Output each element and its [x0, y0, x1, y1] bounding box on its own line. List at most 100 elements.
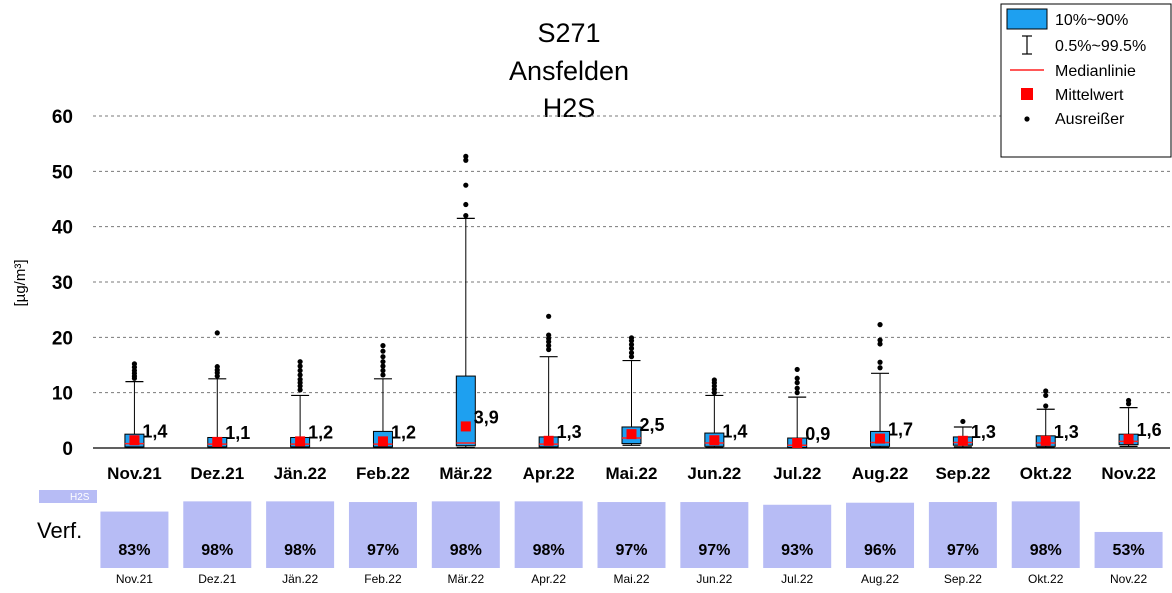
- mean-marker: [792, 438, 803, 449]
- availability-bar: [928, 502, 997, 568]
- title-line-2: Ansfelden: [509, 56, 629, 86]
- outlier-point: [380, 363, 386, 369]
- availability-category: Mär.22: [447, 572, 484, 586]
- outlier-point: [297, 372, 303, 378]
- box-group: 1,3: [538, 313, 582, 449]
- y-tick-label: 60: [52, 107, 73, 128]
- outlier-point: [877, 337, 883, 343]
- outlier-point: [463, 213, 469, 219]
- outlier-point: [794, 385, 800, 391]
- legend: 10%~90% 0.5%~99.5% Medianlinie Mittelwer…: [1000, 3, 1172, 158]
- availability-value: 97%: [947, 542, 979, 559]
- chart-title: S271 Ansfelden H2S: [509, 18, 629, 123]
- availability-value: 98%: [533, 542, 565, 559]
- outlier-point: [877, 365, 883, 371]
- legend-entry-median: Medianlinie: [1055, 63, 1136, 80]
- availability-category: Aug.22: [861, 572, 899, 586]
- outlier-point: [1043, 388, 1049, 394]
- x-tick-label: Dez.21: [190, 464, 244, 483]
- mean-label: 1,1: [225, 423, 250, 443]
- availability-bar: [514, 501, 583, 568]
- title-line-3: H2S: [543, 93, 596, 123]
- availability-value: 98%: [1030, 542, 1062, 559]
- outlier-point: [380, 367, 386, 374]
- outlier-point: [546, 343, 552, 349]
- box-group: 1,1: [207, 330, 250, 449]
- mean-label: 1,3: [971, 422, 996, 442]
- box-group: 1,4: [704, 377, 747, 449]
- outlier-point: [877, 341, 883, 347]
- x-tick-label: Sep.22: [935, 464, 990, 483]
- availability-value: 97%: [367, 542, 399, 559]
- box-group: 0,9: [787, 366, 830, 449]
- x-tick-label: Okt.22: [1020, 464, 1072, 483]
- x-tick-label: Apr.22: [523, 464, 575, 483]
- x-tick-label: Nov.21: [107, 464, 162, 483]
- availability-value: 98%: [201, 542, 233, 559]
- gridlines: [93, 115, 1170, 449]
- legend-entry-mean: Mittelwert: [1055, 87, 1124, 104]
- legend-outlier-swatch: [1024, 116, 1030, 122]
- legend-entry-whisker: 0.5%~99.5%: [1055, 38, 1146, 55]
- outlier-point: [297, 359, 303, 365]
- outlier-point: [297, 363, 303, 369]
- mean-label: 1,7: [888, 420, 913, 440]
- outlier-point: [297, 367, 303, 374]
- mean-label: 1,3: [557, 422, 582, 442]
- outlier-point: [1043, 403, 1049, 409]
- x-tick-label: Jul.22: [773, 464, 821, 483]
- legend-entry-box: 10%~90%: [1055, 12, 1128, 29]
- availability-category: Feb.22: [364, 572, 402, 586]
- availability-legend-swatch: [39, 490, 97, 503]
- outlier-point: [1125, 397, 1132, 404]
- availability-panel: H2S Verf. 83% Nov.21 98% Dez.21 98% Jän.22 97%…: [37, 490, 1163, 586]
- availability-value: 98%: [284, 542, 316, 559]
- y-tick-label: 20: [52, 328, 73, 349]
- y-tick-label: 50: [52, 162, 73, 183]
- outlier-point: [380, 372, 386, 378]
- outlier-point: [628, 345, 635, 351]
- mean-marker: [460, 421, 471, 432]
- outlier-point: [380, 348, 386, 354]
- legend-entry-outlier: Ausreißer: [1055, 111, 1125, 128]
- outlier-point: [463, 157, 469, 163]
- box-group: 1,7: [870, 322, 913, 449]
- outlier-point: [214, 364, 220, 370]
- x-tick-labels: Nov.21 Dez.21 Jän.22 Feb.22 Mär.22 Apr.22 Mai.…: [107, 464, 1156, 483]
- availability-bar: [597, 502, 666, 568]
- outlier-point: [711, 377, 717, 383]
- outlier-point: [794, 375, 800, 381]
- mean-marker: [1123, 434, 1134, 445]
- mean-marker: [1040, 435, 1051, 446]
- availability-category: Apr.22: [531, 572, 566, 586]
- mean-label: 3,9: [474, 407, 499, 427]
- mean-marker: [709, 435, 720, 446]
- x-tick-label: Aug.22: [852, 464, 909, 483]
- outlier-point: [546, 313, 552, 319]
- availability-bar: [846, 502, 915, 568]
- outlier-point: [546, 346, 552, 353]
- availability-bar: [100, 511, 169, 568]
- mean-marker: [377, 436, 388, 447]
- outlier-point: [628, 350, 635, 356]
- mean-marker: [212, 436, 223, 447]
- availability-bar: [431, 501, 500, 568]
- availability-value: 97%: [698, 542, 730, 559]
- availability-value: 97%: [615, 542, 647, 559]
- plot-area: 1,4 1,1 1,2 1,2 3,9 1,3 2,5 1,4 0,9 1,7 1,3 1,3 1,6: [124, 153, 1162, 449]
- availability-bars: 83% Nov.21 98% Dez.21 98% Jän.22 97% Feb.22 98% M…: [100, 501, 1163, 586]
- availability-category: Dez.21: [198, 572, 236, 586]
- x-tick-label: Jun.22: [687, 464, 741, 483]
- availability-category: Jun.22: [696, 572, 732, 586]
- legend-frame: [1000, 3, 1172, 158]
- legend-whisker-swatch: [1022, 35, 1032, 55]
- outlier-point: [628, 354, 635, 360]
- mean-marker: [626, 429, 637, 440]
- x-tick-label: Nov.22: [1101, 464, 1156, 483]
- outlier-point: [794, 390, 800, 396]
- y-tick-label: 40: [52, 218, 73, 239]
- x-tick-label: Jän.22: [274, 464, 327, 483]
- outlier-point: [546, 332, 552, 338]
- availability-value: 83%: [118, 542, 150, 559]
- availability-bar: [266, 501, 335, 568]
